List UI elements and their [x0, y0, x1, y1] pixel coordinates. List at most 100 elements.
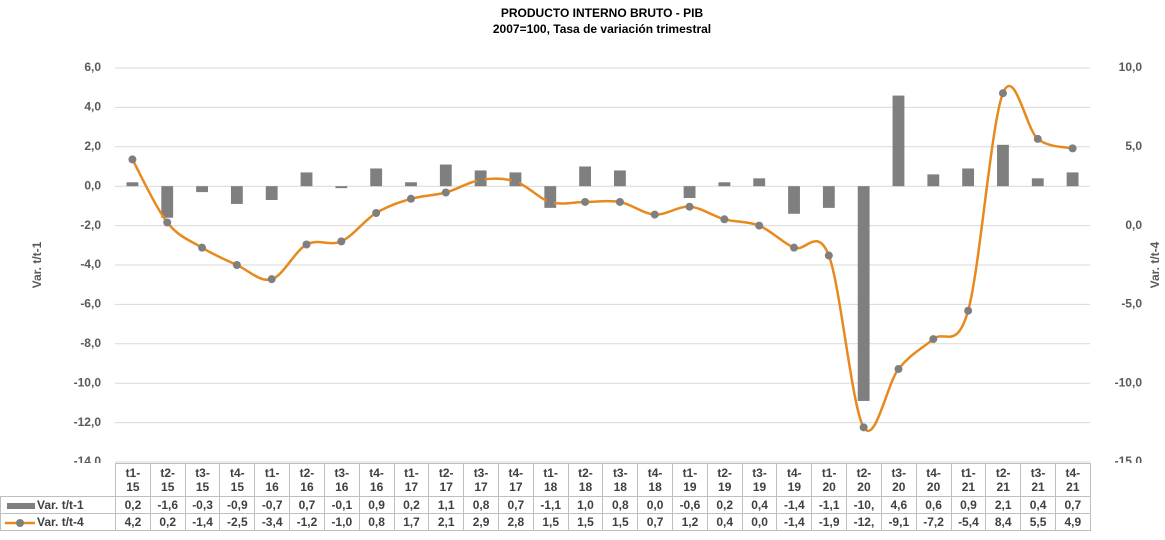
marker	[128, 155, 137, 164]
legend-marker	[16, 518, 24, 527]
x-tick-label: t3-18	[612, 466, 628, 494]
value-label: 0,2	[115, 496, 151, 514]
bar	[335, 186, 348, 189]
value-label: -5,4	[950, 513, 987, 531]
y-tick-label: 6,0	[84, 60, 101, 74]
y2-tick-label: 5,0	[1125, 139, 1142, 153]
marker	[511, 177, 520, 186]
marker	[302, 240, 311, 249]
bar	[1066, 172, 1079, 187]
value-label: -7,2	[915, 513, 952, 531]
marker	[337, 237, 346, 246]
x-tick-cell: t3-17	[463, 463, 499, 497]
y-tick-label: -8,0	[80, 336, 101, 350]
y-tick-label: -12,0	[74, 415, 102, 429]
bar	[230, 186, 243, 204]
x-tick-label: t2-17	[438, 466, 454, 494]
marker	[198, 243, 207, 252]
x-tick-cell: t4-20	[915, 463, 952, 497]
x-tick-label: t2-19	[717, 466, 733, 494]
y2-tick-label: 0,0	[1125, 218, 1142, 232]
value-label: -1,9	[811, 513, 848, 531]
x-tick-cell: t4-16	[358, 463, 395, 497]
marker	[615, 197, 624, 206]
x-tick-label: t4-20	[926, 466, 941, 494]
marker	[1033, 134, 1042, 143]
bar	[544, 186, 557, 208]
y-tick-label: -6,0	[80, 297, 101, 311]
marker	[650, 210, 659, 219]
value-label: 4,2	[115, 513, 151, 531]
y-tick-label: -4,0	[80, 257, 101, 271]
line	[131, 84, 1073, 432]
x-tick-label: t1-19	[682, 466, 698, 494]
marker	[894, 365, 903, 374]
bar	[300, 172, 313, 187]
value-label: 1,5	[567, 513, 604, 531]
x-tick-cell: t1-20	[811, 463, 848, 497]
bar	[683, 186, 696, 199]
x-tick-label: t3-20	[891, 466, 907, 494]
series-row: Var. t/t-1 0,2 -1,6 -0,3 -0,9 -0,7 0,7 -0,1 0,9 0…	[0, 496, 1091, 514]
marker	[372, 208, 381, 217]
x-tick-cell: t1-21	[950, 463, 987, 497]
x-tick-cell: t4-21	[1054, 463, 1091, 497]
value-label: 0,9	[950, 496, 987, 514]
legend-swatch	[7, 502, 35, 509]
y-tick-label: 0,0	[84, 178, 101, 192]
value-label: 0,2	[393, 496, 430, 514]
bar	[370, 168, 383, 187]
legend-entry: Var. t/t-1	[0, 496, 116, 514]
y-tick-label: -14,0	[74, 454, 102, 463]
x-tick-cell: t4-15	[219, 463, 256, 497]
value-label: 0,9	[358, 496, 395, 514]
marker	[859, 423, 868, 432]
bar	[579, 166, 592, 187]
x-tick-label: t2-16	[299, 466, 315, 494]
bar	[161, 186, 174, 218]
corner	[1, 464, 116, 497]
marker	[406, 194, 415, 203]
value-label: 2,9	[463, 513, 499, 531]
marker	[964, 306, 973, 315]
chart: PRODUCTO INTERNO BRUTO - PIB 2007=100, T…	[30, 6, 1162, 468]
bar	[788, 186, 800, 214]
bar	[613, 170, 626, 187]
x-tick-label: t1-21	[961, 466, 976, 494]
x-tick-cell: t2-16	[289, 463, 325, 497]
value-label: -1,4	[776, 496, 813, 514]
value-label: 5,5	[1020, 513, 1056, 531]
bar	[126, 182, 139, 187]
bar	[196, 186, 208, 193]
legend-label: Var. t/t-4	[37, 515, 84, 529]
y-tick-label: -2,0	[80, 218, 101, 232]
value-label: -1,2	[289, 513, 325, 531]
x-tick-label: t1-15	[125, 466, 141, 494]
y2-axis-title: Var. t/t-4	[1148, 241, 1162, 288]
x-tick-cell: t1-16	[254, 463, 291, 497]
marker	[232, 261, 241, 269]
y2-tick-label: 10,0	[1119, 60, 1143, 74]
x-tick-cell: t3-20	[880, 463, 917, 497]
x-tick-cell: t2-18	[567, 463, 604, 497]
marker	[1068, 144, 1077, 153]
x-tick-label: t2-20	[856, 466, 872, 494]
value-label: -1,1	[532, 496, 569, 514]
x-tick-label: t2-15	[160, 466, 176, 494]
x-tick-label: t3-15	[195, 466, 210, 494]
marker	[476, 175, 485, 184]
y2-tick-label: -5,0	[1121, 297, 1142, 311]
value-label: -10,	[846, 496, 882, 514]
value-label: 4,6	[880, 496, 917, 514]
x-tick-cell: t2-17	[428, 463, 465, 497]
legend-bar	[7, 502, 35, 509]
value-label: 0,7	[637, 513, 673, 531]
value-label: 2,1	[428, 513, 465, 531]
x-tick-cell: t2-21	[985, 463, 1022, 497]
marker	[998, 89, 1007, 98]
x-tick-cell: t2-19	[706, 463, 743, 497]
value-label: -1,6	[149, 496, 186, 514]
x-tick-cell: t4-19	[776, 463, 813, 497]
x-tick-label: t1-18	[543, 466, 558, 494]
value-label: 0,2	[149, 513, 186, 531]
